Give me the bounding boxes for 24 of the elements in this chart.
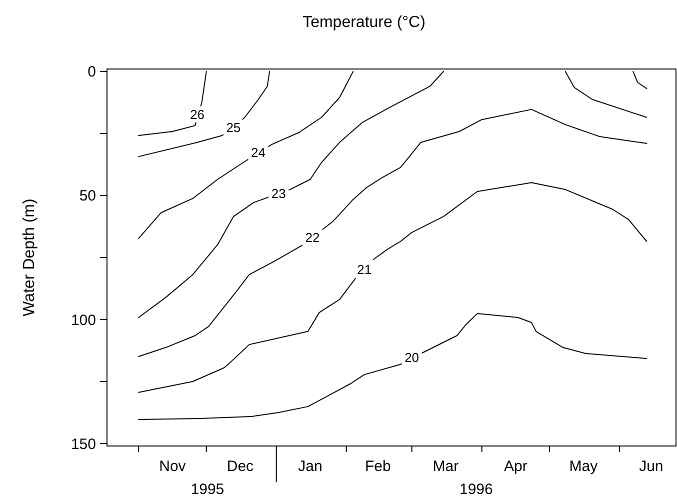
y-tick-label: 100 bbox=[70, 312, 96, 329]
x-tick-label: Jun bbox=[639, 458, 664, 475]
line-series bbox=[138, 313, 648, 420]
text: 1996 bbox=[459, 481, 493, 498]
text: 1995 bbox=[190, 481, 224, 498]
y-axis-title: Water Depth (m) bbox=[21, 198, 38, 316]
y-tick-label: 0 bbox=[88, 64, 96, 81]
x-tick-label: Apr bbox=[504, 458, 528, 475]
annotation: 21 bbox=[357, 262, 372, 277]
x-tick-label: Mar bbox=[432, 458, 459, 475]
x-tick-label: May bbox=[569, 458, 598, 475]
x-tick-label: Dec bbox=[226, 458, 254, 475]
x-tick-label: Feb bbox=[365, 458, 391, 475]
y-tick-label: 50 bbox=[79, 188, 96, 205]
y-tick-label: 150 bbox=[70, 436, 96, 453]
chart-title: Temperature (°C) bbox=[302, 14, 426, 31]
annotation: 22 bbox=[305, 230, 320, 245]
annotation: 24 bbox=[251, 145, 266, 160]
x-tick-label: Nov bbox=[159, 458, 186, 475]
annotation: 23 bbox=[271, 186, 286, 202]
annotation: 20 bbox=[404, 350, 420, 366]
annotation: 26 bbox=[190, 106, 205, 122]
annotation: 25 bbox=[226, 120, 241, 136]
x-tick-label: Jan bbox=[298, 458, 322, 475]
